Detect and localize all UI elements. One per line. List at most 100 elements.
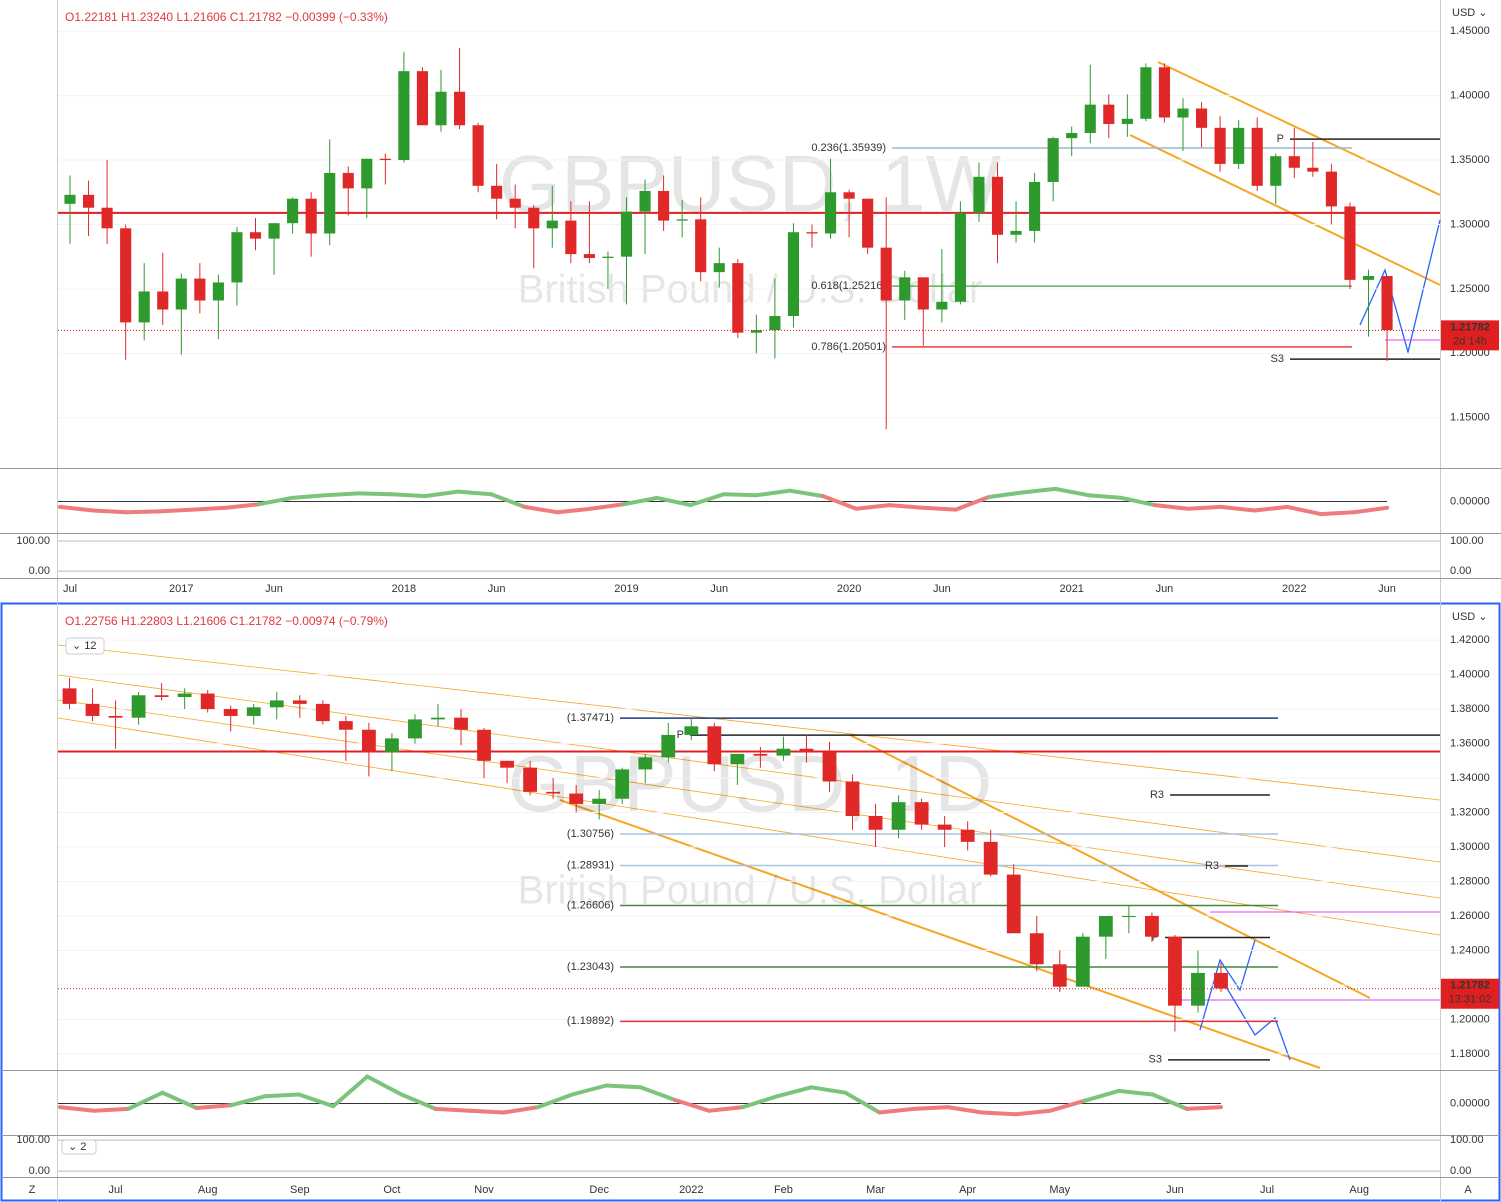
candle-body (324, 172, 336, 234)
momentum-segment (887, 503, 925, 510)
candle-body (454, 717, 468, 730)
momentum-segment (290, 493, 328, 500)
momentum-segment (945, 1105, 984, 1115)
level-label: P (1277, 133, 1284, 145)
x-tick-label: Jun (710, 583, 728, 595)
candle-body (101, 207, 113, 229)
candle-body (1307, 167, 1319, 172)
momentum-segment (843, 1090, 882, 1115)
ohlc-header: O1.22756 H1.22803 L1.21606 C1.21782 −0.0… (65, 614, 388, 628)
level-label: (1.23043) (567, 961, 614, 973)
x-tick-label: 2019 (614, 583, 638, 595)
momentum-segment (1351, 505, 1390, 515)
momentum-segment (655, 495, 693, 508)
candle-body (292, 700, 307, 704)
level-label: 0.618(1.25216) (811, 280, 886, 292)
channel-line (57, 674, 1441, 863)
momentum-segment (1020, 486, 1058, 495)
x-tick-label: May (1049, 1184, 1070, 1196)
candle-body (435, 91, 447, 126)
candle-body (569, 793, 584, 804)
candle-body (416, 71, 429, 126)
momentum-segment (1150, 1092, 1189, 1111)
currency-label[interactable]: USD ⌄ (1452, 611, 1488, 623)
momentum-segment (787, 488, 826, 499)
y-tick-label: 1.40000 (1450, 668, 1490, 680)
candle-body (602, 256, 614, 258)
x-tick-label: Jun (933, 583, 951, 595)
trend-line (1157, 61, 1441, 196)
candle-body (592, 798, 607, 804)
candle-body (824, 192, 837, 234)
candle-body (917, 277, 929, 310)
level-label: R3 (1205, 860, 1219, 872)
momentum-segment (570, 1083, 609, 1097)
indicator-badge-label[interactable]: ⌄ 12 (72, 640, 97, 652)
momentum-segment (365, 1074, 404, 1097)
candle-body (249, 232, 262, 239)
x-tick-label: Jun (265, 583, 283, 595)
x-tick-label: Jul (63, 583, 77, 595)
countdown-label: 13:31:02 (1449, 994, 1492, 1006)
y-tick-label: 1.38000 (1450, 703, 1490, 715)
candle-body (638, 757, 653, 770)
candle-body (500, 760, 514, 768)
y-tick-label: 1.20000 (1450, 1013, 1490, 1025)
x-tick-label: Jul (1260, 1184, 1274, 1196)
candle-body (315, 703, 330, 722)
candle-body (246, 707, 261, 716)
currency-label[interactable]: USD ⌄ (1452, 7, 1488, 19)
candle-body (194, 278, 206, 301)
ohlc-header: O1.22181 H1.23240 L1.21606 C1.21782 −0.0… (65, 10, 388, 24)
candle-body (509, 198, 521, 208)
candle-body (1006, 874, 1021, 934)
candle-body (1233, 127, 1245, 164)
candle-body (899, 277, 911, 301)
toolbar-button[interactable]: Z (29, 1184, 36, 1196)
indicator-badge[interactable] (61, 1139, 97, 1155)
candle-body (338, 721, 353, 730)
momentum-segment (1119, 495, 1157, 508)
level-label: (1.28931) (567, 859, 614, 871)
candle-body (1214, 127, 1226, 164)
x-tick-label: Jun (1156, 583, 1174, 595)
momentum-segment (1152, 503, 1190, 511)
stochastic-tick-label: 100.00 (1450, 535, 1484, 547)
last-price-tag (1441, 978, 1499, 1009)
channel-line (57, 644, 1441, 801)
candle-body (175, 278, 187, 310)
momentum-tick-label: 0.00000 (1450, 1097, 1490, 1109)
last-price-tag (1441, 320, 1499, 351)
toolbar-button[interactable]: A (1464, 1184, 1472, 1196)
momentum-segment (911, 1105, 950, 1111)
momentum-segment (1053, 486, 1091, 498)
momentum-segment (157, 507, 195, 514)
momentum-segment (1086, 493, 1124, 500)
candle-body (546, 220, 558, 229)
candle-body (491, 185, 503, 199)
last-price-label: 1.21782 (1450, 980, 1490, 992)
candle-body (269, 700, 284, 708)
candle-body (1191, 972, 1205, 1006)
level-label: 0.786(1.20501) (811, 341, 886, 353)
candle-body (843, 192, 855, 199)
momentum-segment (124, 509, 162, 515)
stochastic-left-label: 100.00 (16, 535, 50, 547)
indicator-badge-label[interactable]: ⌄ 2 (68, 1141, 86, 1153)
candle-body (991, 176, 1004, 235)
candle-body (750, 330, 762, 333)
stochastic-tick-label: 100.00 (1450, 1134, 1484, 1146)
candle-body (64, 194, 76, 204)
momentum-segment (1048, 1098, 1087, 1113)
momentum-segment (821, 494, 859, 511)
level-label: P (1152, 931, 1159, 943)
y-tick-label: 1.30000 (1450, 841, 1490, 853)
momentum-segment (1184, 1105, 1223, 1111)
x-tick-label: Jun (488, 583, 506, 595)
symbol-watermark: GBPUSD, 1W (499, 139, 1002, 228)
candle-body (880, 247, 892, 301)
y-tick-label: 1.26000 (1450, 910, 1490, 922)
candle-body (615, 769, 630, 799)
indicator-badge[interactable] (65, 637, 105, 655)
candle-body (1140, 67, 1152, 119)
